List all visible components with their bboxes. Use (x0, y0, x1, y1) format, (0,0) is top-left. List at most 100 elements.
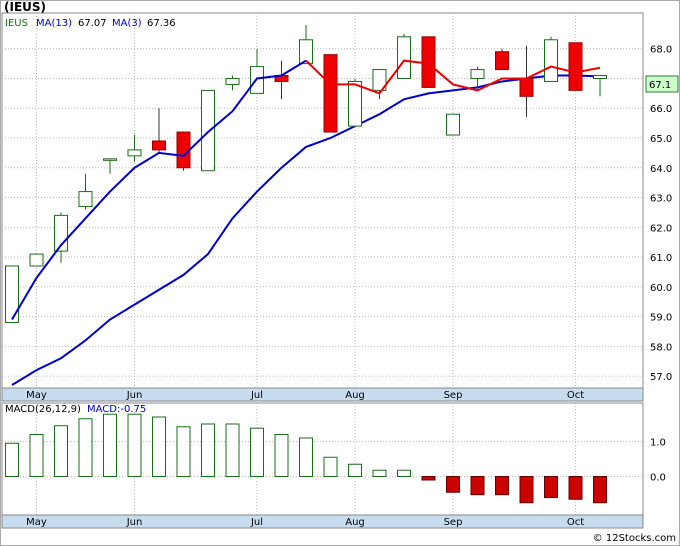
macd-bar (470, 476, 485, 496)
candle (593, 75, 607, 97)
macd-x-axis-band (1, 514, 644, 529)
macd-y-tick-label: 0.0 (650, 473, 666, 484)
macd-bar (152, 416, 166, 477)
macd-legend-label: MACD(26,12,9) (5, 404, 81, 415)
candle-body (323, 54, 338, 133)
candle-body (127, 149, 142, 157)
candle-body (348, 80, 362, 127)
macd-bar (495, 476, 509, 496)
candle (201, 89, 215, 172)
price-x-tick-label: Aug (345, 390, 365, 401)
legend-symbol: IEUS (5, 18, 28, 29)
macd-x-tick-label: Jul (250, 517, 263, 528)
price-x-axis-band (1, 387, 644, 402)
macd-x-tick-label: Oct (567, 517, 584, 528)
macd-bar (201, 423, 215, 477)
macd-bar (103, 413, 117, 478)
watermark: © 12Stocks.com (593, 533, 676, 544)
macd-bar (593, 476, 607, 504)
price-x-tick-label: Sep (444, 390, 463, 401)
macd-x-tick-label: Jun (126, 517, 143, 528)
macd-bar (544, 476, 558, 498)
ma13-layer (11, 74, 601, 386)
price-y-tick-label: 62.0 (650, 223, 672, 234)
macd-bar (519, 476, 534, 504)
price-x-tick-label: May (26, 390, 47, 401)
ma3-line-early (11, 59, 307, 321)
macd-y-tick-label: 1.0 (650, 438, 666, 449)
macd-bar (421, 476, 436, 481)
candle (5, 265, 19, 324)
candle (495, 48, 509, 71)
macd-bar (176, 426, 191, 477)
macd-bar (323, 456, 338, 477)
price-y-axis: 57.0 58.0 59.0 60.0 61.0 62.0 63.0 64.0 65.0 66.0… (650, 45, 672, 383)
candle (397, 33, 411, 79)
candle-body (176, 131, 191, 169)
ma3-layer (11, 59, 601, 321)
price-y-tick-label: 60.0 (650, 283, 672, 294)
candle (299, 24, 313, 65)
candle (152, 108, 166, 153)
macd-x-tick-label: Aug (345, 517, 365, 528)
price-y-tick-label: 66.0 (650, 104, 672, 115)
candle-body (446, 113, 460, 136)
macd-plot-area (1, 402, 644, 516)
macd-x-tick-label: Sep (444, 517, 463, 528)
macd-y-axis: 1.0 0.0 (650, 438, 666, 484)
macd-bar (299, 437, 313, 477)
macd-bar (348, 463, 362, 477)
chart-title: (IEUS) (4, 0, 46, 14)
candle (446, 113, 460, 136)
candle (323, 54, 338, 133)
macd-x-axis: May Jun Jul Aug Sep Oct (26, 517, 584, 528)
macd-legend-value: MACD:-0.75 (87, 404, 146, 415)
macd-bar (225, 423, 240, 477)
candle (29, 253, 44, 267)
candle (127, 135, 142, 162)
ma3-line-recent (305, 59, 601, 95)
price-x-tick-label: Jul (250, 390, 263, 401)
ma13-line (11, 74, 601, 386)
candle (348, 78, 362, 127)
macd-bar (274, 434, 289, 477)
candle-body (495, 51, 509, 71)
price-x-tick-label: Oct (567, 390, 584, 401)
macd-bar (372, 469, 387, 478)
candle-body (103, 158, 117, 161)
macd-bar (5, 442, 19, 477)
candle-body (544, 39, 558, 82)
candle-body (568, 42, 583, 91)
macd-bar (78, 418, 93, 477)
macd-bar (127, 413, 142, 478)
candle-body (519, 77, 534, 97)
candles-layer (5, 24, 607, 324)
candle-body (372, 69, 387, 91)
price-y-tick-label: 58.0 (650, 342, 672, 353)
legend-ma13-value: 67.07 (78, 18, 107, 29)
price-y-tick-label: 64.0 (650, 164, 672, 175)
macd-x-tick-label: May (26, 517, 47, 528)
candle (544, 36, 558, 82)
candle-body (470, 69, 485, 79)
candle (568, 42, 583, 91)
macd-bar (29, 434, 44, 477)
price-panel: 57.0 58.0 59.0 60.0 61.0 62.0 63.0 64.0 65.0 66.0… (1, 12, 679, 402)
candle (176, 131, 191, 171)
candle (103, 158, 117, 174)
last-price-box (645, 75, 679, 93)
candle-body (299, 39, 313, 65)
candle-body (593, 75, 607, 79)
macd-bar (54, 425, 68, 477)
price-x-axis: May Jun Jul Aug Sep Oct (26, 390, 584, 401)
macd-bar (446, 476, 460, 493)
legend-ma3: MA(3) (112, 18, 142, 29)
macd-bar (250, 427, 264, 478)
price-y-tick-label: 57.0 (650, 372, 672, 383)
candle-body (201, 89, 215, 172)
price-y-tick-label: 61.0 (650, 253, 672, 264)
price-y-tick-label: 65.0 (650, 134, 672, 145)
candle (78, 173, 93, 210)
macd-bars-layer (5, 413, 607, 504)
